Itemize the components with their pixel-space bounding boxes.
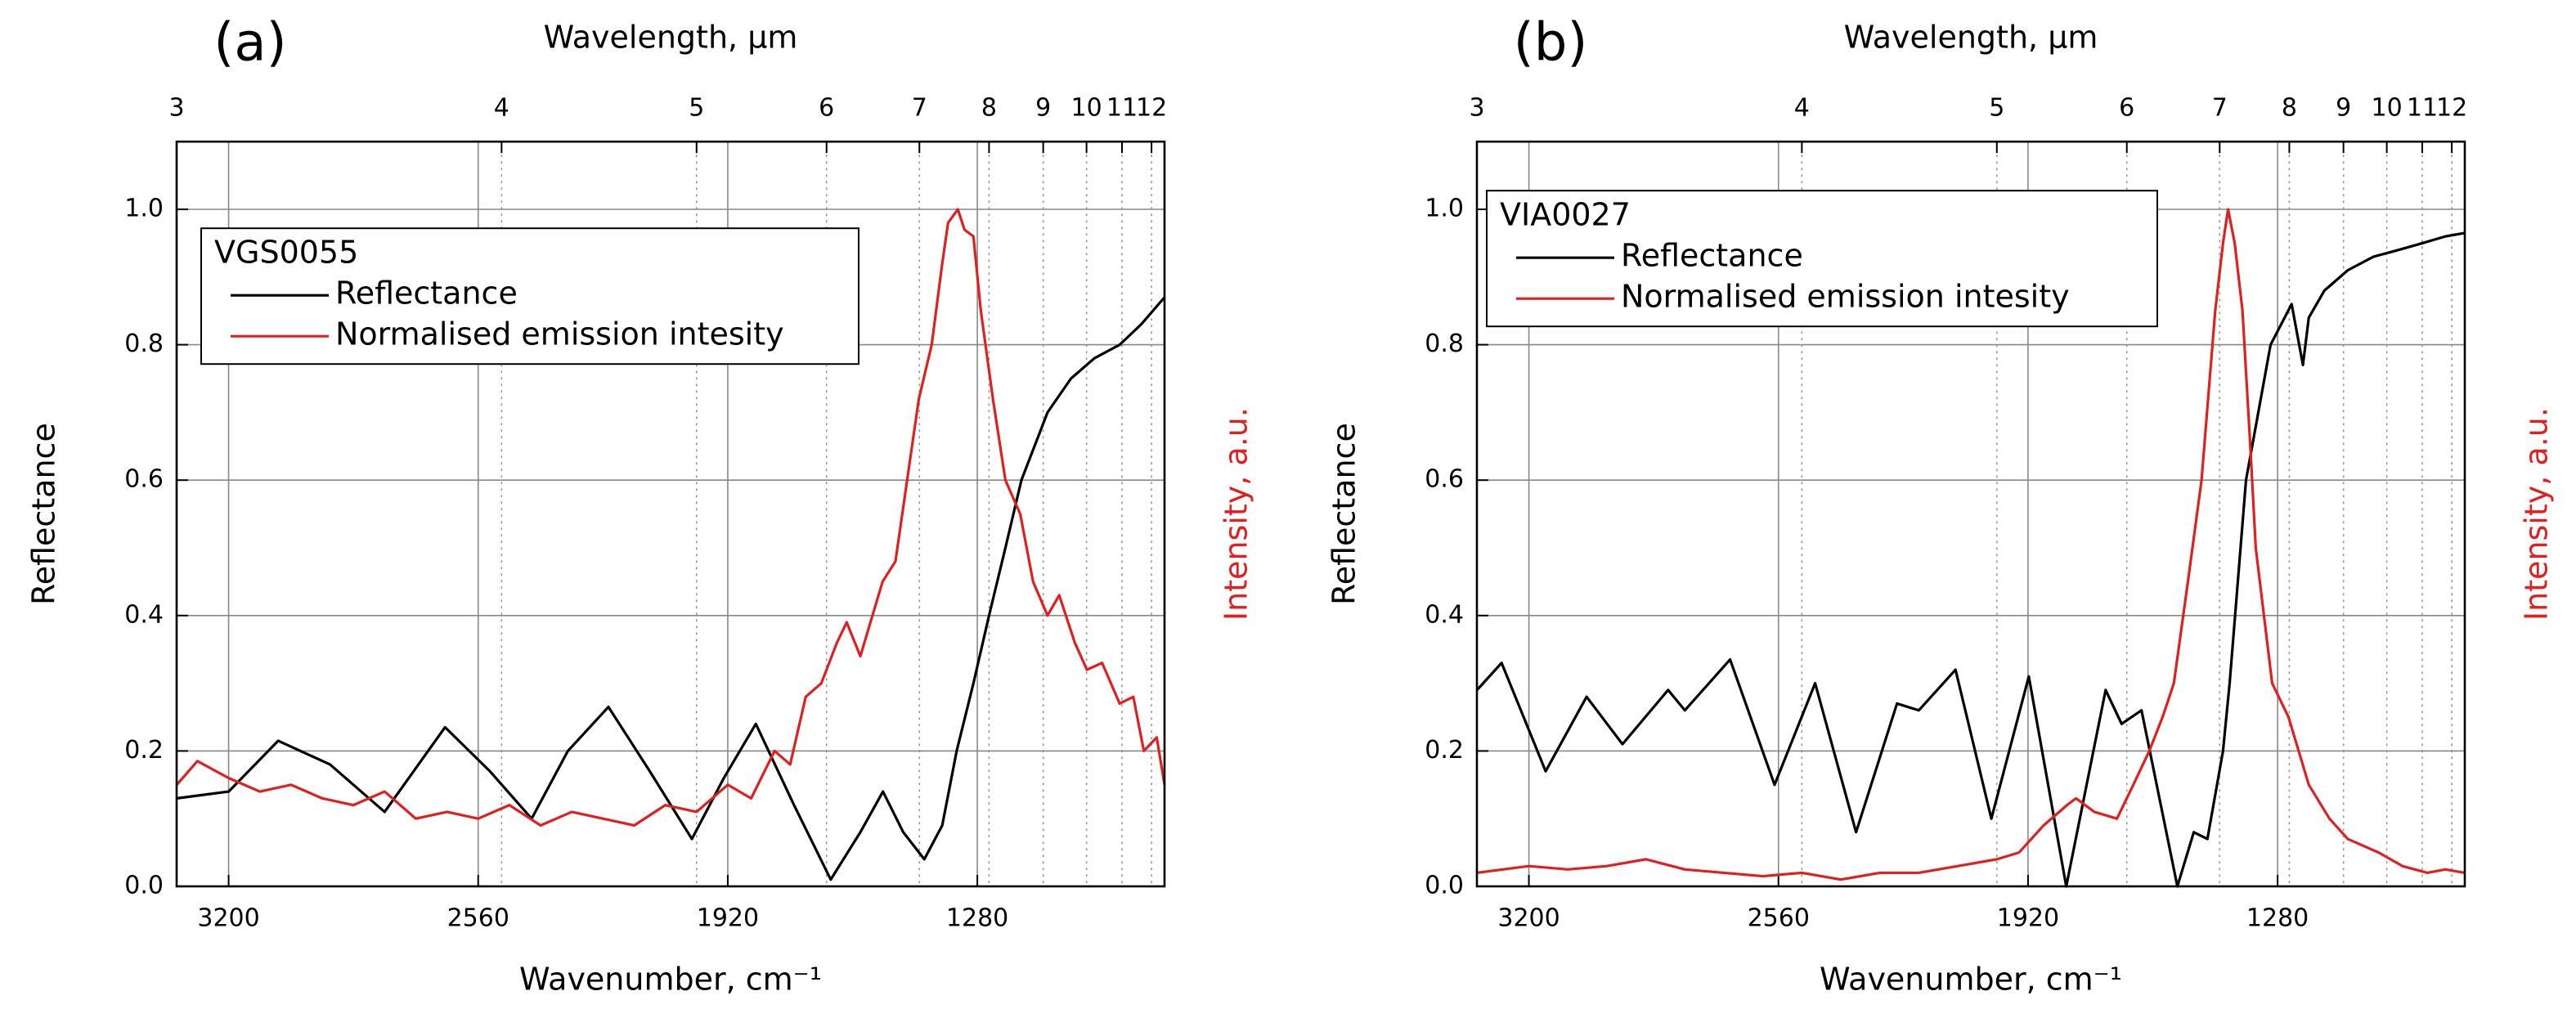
x2-tick-label: 6 bbox=[2119, 94, 2134, 123]
y-tick-label: 0.0 bbox=[1425, 872, 1464, 900]
legend-title: VIA0027 bbox=[1500, 197, 1631, 233]
y-tick-label: 0.4 bbox=[124, 600, 164, 629]
y-tick-label: 1.0 bbox=[1425, 195, 1464, 223]
y2-axis-label: Intensity, a.u. bbox=[1218, 407, 1254, 621]
y-axis-label: Reflectance bbox=[1326, 423, 1362, 605]
x2-axis-label: Wavelength, μm bbox=[1844, 20, 2098, 56]
x-tick-label: 2560 bbox=[1748, 904, 1810, 933]
y-tick-label: 0.0 bbox=[124, 872, 164, 900]
y-tick-label: 0.4 bbox=[1425, 600, 1464, 629]
x2-tick-label: 9 bbox=[1035, 94, 1051, 123]
y-tick-label: 0.8 bbox=[124, 330, 164, 358]
x2-tick-label: 3 bbox=[168, 94, 184, 123]
x2-tick-label: 3 bbox=[1469, 94, 1484, 123]
x2-tick-label: 7 bbox=[912, 94, 927, 123]
y-tick-label: 0.2 bbox=[124, 736, 164, 765]
x2-axis-label: Wavelength, μm bbox=[544, 20, 798, 56]
x2-tick-label: 5 bbox=[689, 94, 704, 123]
legend-label: Normalised emission intesity bbox=[335, 316, 784, 352]
x-tick-label: 3200 bbox=[1497, 904, 1560, 933]
x-tick-label: 1920 bbox=[1997, 904, 2059, 933]
y-tick-label: 0.6 bbox=[124, 465, 164, 494]
x2-tick-label: 11 bbox=[1106, 94, 1138, 123]
y-axis-label: Reflectance bbox=[26, 423, 62, 605]
legend-label: Reflectance bbox=[1621, 238, 1803, 274]
x2-tick-label: 7 bbox=[2212, 94, 2228, 123]
x2-tick-label: 11 bbox=[2407, 94, 2438, 123]
plot-frame bbox=[175, 140, 1166, 888]
panel-label: (a) bbox=[213, 13, 286, 74]
y-tick-label: 0.6 bbox=[1425, 465, 1464, 494]
x2-tick-label: 12 bbox=[1136, 94, 1167, 123]
y-tick-label: 1.0 bbox=[124, 195, 164, 223]
x2-tick-label: 4 bbox=[494, 94, 509, 123]
x-axis-label: Wavenumber, cm⁻¹ bbox=[519, 962, 822, 998]
x2-tick-label: 10 bbox=[2372, 94, 2403, 123]
data-line bbox=[1475, 231, 2466, 888]
data-line bbox=[1476, 208, 2466, 881]
x2-tick-label: 9 bbox=[2336, 94, 2351, 123]
x2-tick-label: 12 bbox=[2436, 94, 2467, 123]
x-tick-label: 2560 bbox=[447, 904, 509, 933]
x2-tick-label: 8 bbox=[2282, 94, 2297, 123]
x2-tick-label: 10 bbox=[1071, 94, 1102, 123]
x-axis-label: Wavenumber, cm⁻¹ bbox=[1820, 962, 2122, 998]
x2-tick-label: 6 bbox=[819, 94, 834, 123]
y2-axis-label: Intensity, a.u. bbox=[2519, 407, 2555, 621]
x-tick-label: 1280 bbox=[946, 904, 1008, 933]
x2-tick-label: 4 bbox=[1794, 94, 1810, 123]
x-tick-label: 3200 bbox=[197, 904, 259, 933]
x2-tick-label: 5 bbox=[1989, 94, 2004, 123]
y-tick-label: 0.8 bbox=[1425, 330, 1464, 358]
x2-tick-label: 8 bbox=[981, 94, 997, 123]
data-line bbox=[175, 208, 1166, 827]
x-tick-label: 1920 bbox=[697, 904, 759, 933]
panel-label: (b) bbox=[1514, 13, 1588, 74]
legend-label: Normalised emission intesity bbox=[1621, 279, 2070, 315]
y-tick-label: 0.2 bbox=[1425, 736, 1464, 765]
legend-label: Reflectance bbox=[335, 276, 518, 312]
legend-title: VGS0055 bbox=[214, 235, 358, 271]
plot-frame bbox=[1475, 140, 2466, 888]
data-line bbox=[176, 296, 1166, 881]
x-tick-label: 1280 bbox=[2246, 904, 2309, 933]
